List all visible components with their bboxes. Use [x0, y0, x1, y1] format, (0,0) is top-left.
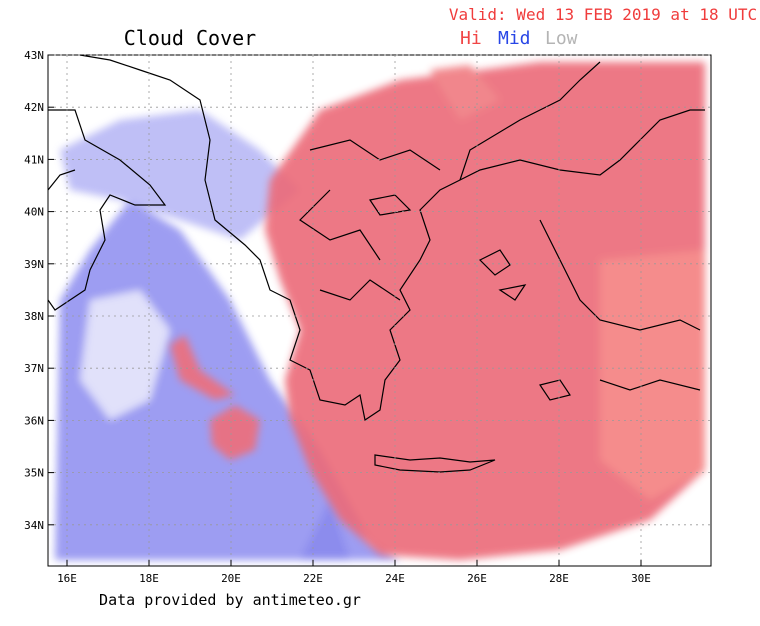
lat-label: 35N	[24, 467, 44, 480]
lon-label: 28E	[549, 572, 569, 585]
title: Cloud Cover	[124, 26, 256, 50]
lon-label: 20E	[221, 572, 241, 585]
lon-label: 16E	[57, 572, 77, 585]
cloud-field	[48, 55, 711, 566]
lat-label: 37N	[24, 362, 44, 375]
lat-label: 38N	[24, 310, 44, 323]
lon-label: 24E	[385, 572, 405, 585]
valid-time: Valid: Wed 13 FEB 2019 at 18 UTC	[449, 5, 757, 24]
lat-label: 34N	[24, 519, 44, 532]
lat-label: 36N	[24, 414, 44, 427]
lat-label: 39N	[24, 258, 44, 271]
lat-label: 42N	[24, 101, 44, 114]
lat-label: 40N	[24, 206, 44, 219]
lon-label: 18E	[139, 572, 159, 585]
lat-label: 43N	[24, 49, 44, 62]
lat-label: 41N	[24, 153, 44, 166]
legend-mid: Mid	[498, 28, 531, 49]
legend-low: Low	[545, 28, 578, 49]
lon-label: 30E	[631, 572, 651, 585]
ticks: 43N 42N 41N 40N 39N 38N 37N 36N 35N 34N 16E 18E 20E 2…	[24, 49, 711, 585]
data-credit: Data provided by antimeteo.gr	[99, 591, 361, 609]
lon-label: 26E	[467, 572, 487, 585]
lon-label: 22E	[303, 572, 323, 585]
legend-hi: Hi	[460, 28, 482, 49]
coastlines	[48, 55, 705, 473]
